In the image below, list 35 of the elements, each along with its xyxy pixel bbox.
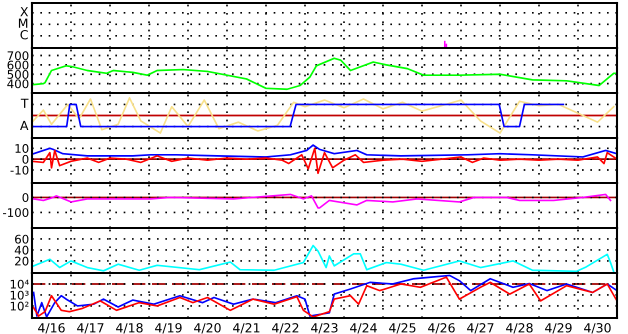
y-tick-label: 10³ (10, 290, 29, 300)
y-tick-label: 700 (8, 51, 28, 60)
y-tick-label: 10 (15, 144, 28, 153)
x-tick-label: 4/23 (311, 323, 338, 334)
text: X (20, 7, 28, 16)
text: A (20, 120, 28, 130)
x-tick-label: 4/18 (116, 323, 143, 334)
y-tick-label: 40 (14, 246, 28, 255)
y-tick-label: 400 (7, 79, 28, 88)
x-tick-label: 4/22 (272, 323, 298, 334)
y-tick-label: 600 (8, 60, 28, 70)
x-tick-label: 4/25 (389, 323, 416, 334)
x-tick-label: 4/27 (467, 323, 494, 334)
y-tick-label: -100 (3, 208, 28, 218)
text: T (20, 98, 29, 108)
text: C (20, 30, 28, 40)
x-tick-label: 4/19 (155, 323, 182, 334)
x-tick-label: 4/26 (428, 323, 455, 334)
x-tick-label: 4/24 (350, 323, 377, 334)
x-tick-label: 4/29 (545, 323, 572, 334)
y-tick-label: -10 (10, 166, 28, 175)
y-tick-label: 10² (10, 302, 28, 311)
x-tick-label: 4/17 (77, 323, 104, 334)
y-tick-label: 20 (15, 256, 28, 266)
y-tick-label: 0 (22, 193, 28, 202)
x-tick-label: 4/28 (506, 323, 533, 334)
y-tick-label: 10⁴ (10, 280, 29, 289)
x-tick-label: 4/21 (233, 323, 260, 334)
x-tick-label: 4/20 (194, 323, 221, 334)
y-tick-label: 60 (15, 234, 28, 244)
x-tick-label: 4/16 (38, 323, 65, 334)
y-tick-label: 500 (8, 70, 28, 79)
y-tick-label: 0 (22, 154, 28, 164)
text: M (18, 18, 28, 28)
x-tick-label: 4/30 (584, 323, 611, 334)
